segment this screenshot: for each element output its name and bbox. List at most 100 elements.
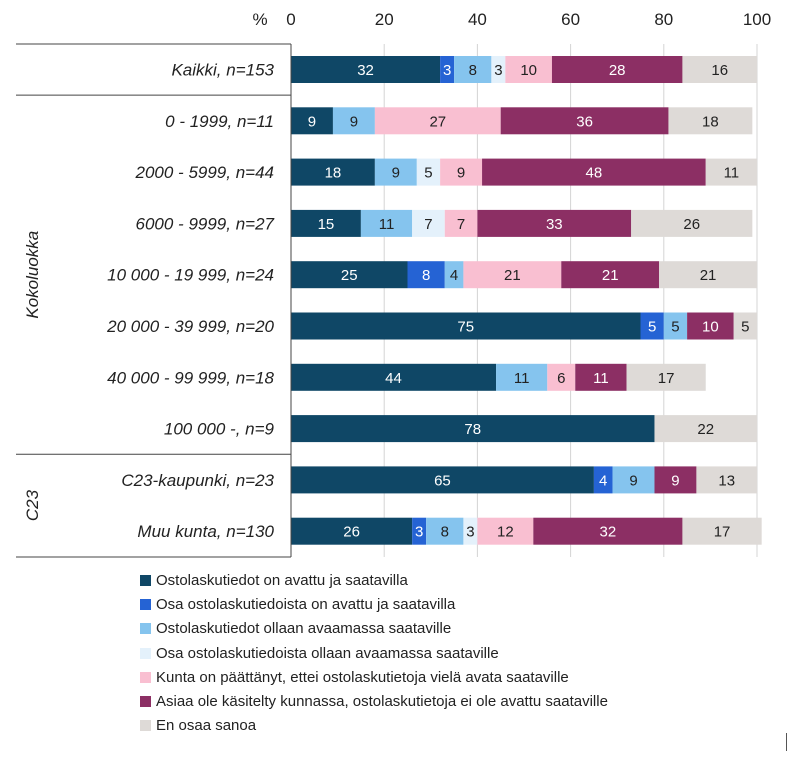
legend-item: En osaa sanoa: [140, 714, 608, 738]
data-label: 5: [741, 319, 749, 336]
bar-segment: [444, 209, 478, 237]
data-label: 5: [648, 319, 656, 336]
data-label: 18: [325, 165, 342, 182]
bar-segment: [654, 415, 757, 443]
bar-segment: [654, 466, 697, 494]
data-label: 11: [514, 370, 530, 387]
data-label: 17: [714, 524, 731, 541]
data-label: 21: [504, 267, 521, 284]
bar-segment: [682, 517, 762, 545]
data-label: 8: [441, 524, 449, 541]
legend: Ostolaskutiedot on avattu ja saatavilla O…: [140, 568, 608, 738]
bar-segment: [561, 261, 660, 289]
bar-segment: [593, 466, 613, 494]
legend-label: En osaa sanoa: [156, 717, 257, 735]
legend-swatch: [140, 696, 151, 708]
data-label: 7: [457, 216, 465, 233]
data-label: 17: [658, 370, 675, 387]
x-tick-labels: 0 20 40 60 80 100: [286, 10, 771, 29]
bar-segment: [477, 517, 534, 545]
data-label: 28: [609, 62, 626, 79]
bar-segment: [407, 261, 445, 289]
data-label: 9: [308, 113, 316, 130]
data-label: 11: [379, 216, 395, 233]
bar-segment: [575, 363, 627, 391]
data-label: 3: [494, 62, 502, 79]
corner-mark: [786, 733, 787, 751]
legend-label: Ostolaskutiedot on avattu ja saatavilla: [156, 571, 408, 589]
data-label: 65: [434, 472, 451, 489]
category-label: 2000 - 5999, n=44: [135, 163, 274, 182]
legend-swatch: [140, 647, 151, 659]
data-label: 16: [711, 62, 728, 79]
bar-segment: [291, 415, 655, 443]
category-label: Kaikki, n=153: [171, 61, 274, 80]
bar-segment: [332, 107, 375, 135]
data-label: 9: [629, 472, 637, 489]
data-label: 5: [671, 319, 679, 336]
x-tick-label: 0: [286, 10, 295, 29]
category-label: 20 000 - 39 999, n=20: [106, 317, 274, 336]
bar-segment: [291, 312, 641, 340]
bar-segment: [374, 158, 417, 186]
bar-segment: [533, 517, 683, 545]
legend-item: Ostolaskutiedot ollaan avaamassa saatavi…: [140, 617, 608, 641]
data-label: 11: [593, 370, 609, 387]
bar-segment: [291, 517, 413, 545]
category-label: 40 000 - 99 999, n=18: [107, 368, 274, 387]
legend-item: Asiaa ole käsitelty kunnassa, ostolaskut…: [140, 689, 608, 713]
category-label: 100 000 -, n=9: [164, 420, 275, 439]
bar-segment: [412, 209, 445, 237]
data-label: 33: [546, 216, 563, 233]
bar-segment: [663, 312, 688, 340]
data-label: 9: [392, 165, 400, 182]
data-label: 6: [557, 370, 565, 387]
stacked-bar-chart: % 0 20 40 60 80 100 Kaikki, n=153 0 - 1999, n=…: [16, 10, 771, 558]
data-label: 15: [318, 216, 335, 233]
group-separators: [16, 43, 291, 558]
data-label: 3: [443, 62, 451, 79]
legend-item: Osa ostolaskutiedoista ollaan avaamassa …: [140, 641, 608, 665]
legend-label: Ostolaskutiedot ollaan avaamassa saatavi…: [156, 620, 452, 638]
bar-segment: [412, 517, 427, 545]
legend-label: Osa ostolaskutiedoista ollaan avaamassa …: [156, 644, 499, 662]
data-label: 21: [700, 267, 717, 284]
bar-segment: [696, 466, 757, 494]
bar-segment: [482, 158, 706, 186]
data-label: 26: [343, 524, 360, 541]
data-label: 7: [424, 216, 432, 233]
data-label: 36: [576, 113, 593, 130]
bar-segment: [547, 363, 576, 391]
group-label: C23: [23, 489, 42, 521]
data-label: 25: [341, 267, 358, 284]
data-label: 9: [350, 113, 358, 130]
data-label: 27: [429, 113, 446, 130]
category-label: 10 000 - 19 999, n=24: [107, 266, 274, 285]
bar-segment: [444, 261, 464, 289]
legend-swatch: [140, 720, 151, 732]
category-label: 0 - 1999, n=11: [165, 112, 274, 131]
legend-item: Osa ostolaskutiedoista on avattu ja saat…: [140, 592, 608, 616]
data-label: 5: [424, 165, 432, 182]
data-label: 48: [586, 165, 603, 182]
bar-segment: [440, 158, 483, 186]
bar-segment: [491, 56, 506, 83]
axis-unit-label: %: [252, 10, 267, 29]
x-tick-label: 100: [743, 10, 771, 29]
bar-segment: [291, 363, 497, 391]
data-label: 78: [464, 421, 481, 438]
bar-segment: [291, 261, 408, 289]
bar-segment: [705, 158, 757, 186]
bar-segment: [500, 107, 669, 135]
legend-item: Ostolaskutiedot on avattu ja saatavilla: [140, 568, 608, 592]
x-tick-label: 40: [468, 10, 487, 29]
bar-segment: [291, 466, 594, 494]
x-tick-label: 80: [654, 10, 673, 29]
bar-segment: [416, 158, 441, 186]
bar-segment: [505, 56, 552, 83]
bar-segment: [291, 158, 375, 186]
bar-segment: [374, 107, 501, 135]
data-label: 9: [671, 472, 679, 489]
bar-segment: [360, 209, 413, 237]
category-label: 6000 - 9999, n=27: [136, 214, 275, 233]
